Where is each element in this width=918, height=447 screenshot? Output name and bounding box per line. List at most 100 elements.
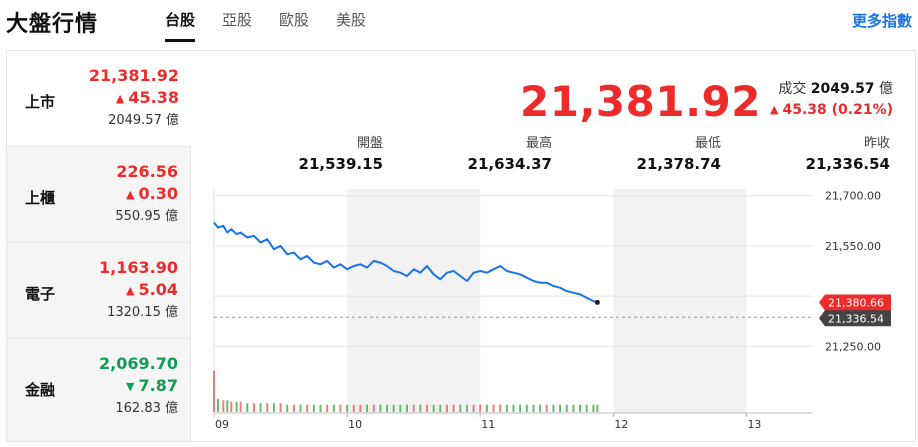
volume-bar bbox=[266, 403, 269, 412]
volume-bar bbox=[399, 404, 402, 412]
intraday-chart[interactable]: 21,700.00 21,550.00 21,250.00 09 10 11 12 13 21,… bbox=[207, 187, 907, 439]
volume-bar bbox=[412, 404, 415, 412]
volume-bar bbox=[279, 403, 282, 412]
x-tick-label: 13 bbox=[747, 418, 761, 431]
price-line bbox=[213, 221, 598, 304]
volume-bar bbox=[596, 404, 599, 412]
index-price: 226.56 bbox=[116, 162, 178, 181]
index-item-finance[interactable]: 金融 2,069.70 ▼ 7.87 162.83 億 bbox=[7, 339, 191, 441]
volume-bar bbox=[419, 404, 422, 412]
down-triangle-icon: ▼ bbox=[126, 380, 135, 393]
index-price: 2,069.70 bbox=[99, 354, 178, 373]
volume-bar bbox=[216, 398, 219, 412]
market-panel: 上市 21,381.92 ▲ 45.38 2049.57 億 上櫃 226.56 … bbox=[6, 50, 916, 442]
volume-bar bbox=[472, 404, 475, 412]
y-tick-label: 21,700.00 bbox=[825, 190, 881, 203]
index-price: 21,381.92 bbox=[88, 66, 179, 85]
volume-bar bbox=[505, 404, 508, 412]
volume-bar bbox=[226, 400, 229, 412]
page-title: 大盤行情 bbox=[6, 12, 99, 37]
volume-bar bbox=[312, 404, 315, 412]
tab-us[interactable]: 美股 bbox=[336, 11, 367, 29]
index-name: 上櫃 bbox=[25, 189, 56, 207]
tab-europe[interactable]: 歐股 bbox=[279, 11, 310, 29]
last-price-dot bbox=[594, 299, 600, 305]
volume-bar bbox=[579, 404, 582, 412]
stat-label: 最高 bbox=[525, 136, 552, 151]
x-tick-label: 09 bbox=[215, 418, 229, 431]
volume-bar bbox=[519, 404, 522, 412]
volume-bar bbox=[332, 404, 335, 412]
index-volume: 2049.57 億 bbox=[108, 113, 179, 128]
volume-bar bbox=[235, 401, 238, 412]
up-triangle-icon: ▲ bbox=[126, 284, 135, 297]
x-tick-label: 10 bbox=[348, 418, 362, 431]
volume-bar bbox=[292, 404, 295, 412]
last-price-tag-bg bbox=[819, 294, 891, 311]
volume-bar bbox=[492, 404, 495, 412]
volume-bar bbox=[246, 403, 249, 412]
market-header: 大盤行情 台股 亞股 歐股 美股 更多指數 bbox=[0, 0, 918, 44]
hour-band bbox=[613, 189, 747, 413]
volume-bar bbox=[352, 404, 355, 412]
last-price-tag: 21,380.66 bbox=[828, 297, 884, 310]
change-text: 45.38 (0.21%) bbox=[782, 102, 893, 118]
tab-taiwan[interactable]: 台股 bbox=[165, 0, 196, 44]
market-tabs: 台股 亞股 歐股 美股 bbox=[165, 0, 393, 44]
index-item-electronics[interactable]: 電子 1,163.90 ▲ 5.04 1320.15 億 bbox=[7, 243, 191, 339]
turnover-unit: 億 bbox=[879, 81, 893, 97]
index-change: 0.30 bbox=[138, 184, 178, 203]
volume-bar bbox=[525, 404, 528, 412]
volume-bar bbox=[572, 404, 575, 412]
index-item-listed[interactable]: 上市 21,381.92 ▲ 45.38 2049.57 億 bbox=[7, 51, 191, 147]
volume-bar bbox=[545, 404, 548, 412]
stat-value: 21,336.54 bbox=[805, 155, 890, 173]
volume-bar bbox=[439, 404, 442, 412]
volume-bar bbox=[299, 404, 302, 412]
intraday-chart-svg: 21,700.00 21,550.00 21,250.00 09 10 11 12 13 21,… bbox=[213, 189, 891, 431]
volume-bar bbox=[222, 400, 225, 412]
previous-close-tag: 21,336.54 bbox=[828, 312, 884, 325]
index-change: 5.04 bbox=[138, 280, 178, 299]
index-volume: 550.95 億 bbox=[115, 209, 178, 224]
up-triangle-icon: ▲ bbox=[770, 103, 779, 116]
volume-bar bbox=[585, 404, 588, 412]
volume-bar bbox=[552, 404, 555, 412]
volume-bar bbox=[425, 404, 428, 412]
current-index-price: 21,381.92 bbox=[520, 77, 761, 126]
stat-low: 最低 21,378.74 bbox=[561, 135, 721, 175]
y-tick-label: 21,250.00 bbox=[825, 340, 881, 353]
volume-bar bbox=[319, 404, 322, 412]
volume-bar bbox=[532, 404, 535, 412]
index-change: 7.87 bbox=[138, 376, 178, 395]
volume-bar bbox=[592, 404, 595, 412]
index-item-otc[interactable]: 上櫃 226.56 ▲ 0.30 550.95 億 bbox=[7, 147, 191, 243]
volume-bar bbox=[406, 404, 409, 412]
more-indices-link[interactable]: 更多指數 bbox=[851, 12, 912, 30]
volume-bar bbox=[230, 401, 233, 412]
volume-bar bbox=[379, 404, 382, 412]
volume-bar bbox=[259, 403, 262, 412]
volume-bar bbox=[386, 404, 389, 412]
turnover: 成交 2049.57 億 bbox=[778, 78, 893, 98]
turnover-label: 成交 bbox=[778, 81, 807, 97]
volume-bar bbox=[479, 404, 482, 412]
turnover-value: 2049.57 bbox=[810, 81, 875, 97]
volume-bar bbox=[485, 404, 488, 412]
volume-bar bbox=[213, 370, 215, 412]
volume-bar bbox=[239, 401, 242, 412]
volume-bar bbox=[445, 404, 448, 412]
volume-bar bbox=[392, 404, 395, 412]
index-volume: 162.83 億 bbox=[115, 401, 178, 416]
y-tick-label: 21,550.00 bbox=[825, 240, 881, 253]
stat-label: 開盤 bbox=[356, 136, 383, 151]
volume-bar bbox=[339, 404, 342, 412]
index-change-summary: ▲ 45.38 (0.21%) bbox=[770, 102, 893, 118]
volume-bar bbox=[359, 404, 362, 412]
tab-asia[interactable]: 亞股 bbox=[222, 11, 253, 29]
stat-value: 21,378.74 bbox=[636, 155, 721, 173]
stat-label: 最低 bbox=[694, 136, 721, 151]
stat-label: 昨收 bbox=[863, 136, 890, 151]
stat-high: 最高 21,634.37 bbox=[392, 135, 552, 175]
index-volume: 1320.15 億 bbox=[107, 305, 178, 320]
